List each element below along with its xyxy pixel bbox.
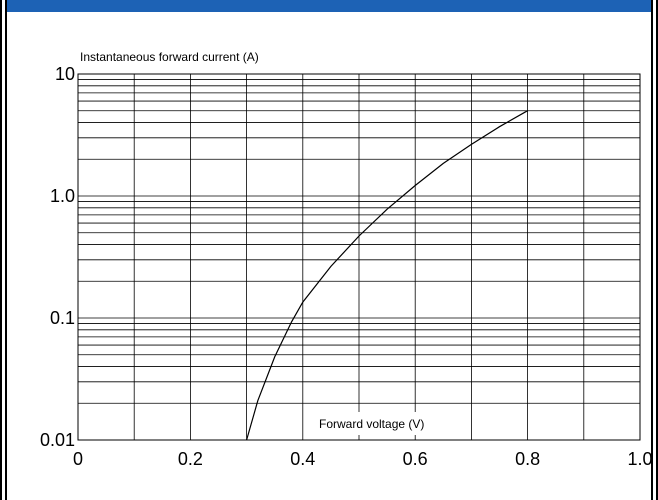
- chart-grid: [78, 74, 640, 440]
- y-tick-label: 0.01: [40, 430, 75, 450]
- x-tick-label: 0.2: [178, 449, 203, 469]
- x-axis-label-background: [313, 412, 469, 435]
- plot-area-border: [77, 73, 641, 441]
- top-color-bar: [0, 0, 658, 12]
- right-frame-border: [651, 0, 658, 500]
- series-line-forward-characteristic: [246, 110, 528, 441]
- x-tick-label: 0.4: [290, 449, 315, 469]
- y-tick-label: 0.1: [50, 308, 75, 328]
- x-tick-label: 0.8: [515, 449, 540, 469]
- y-tick-labels: 10 1.0 0.1 0.01: [40, 64, 75, 450]
- x-tick-label: 0: [73, 449, 83, 469]
- y-axis-label: Instantaneous forward current (A): [80, 50, 259, 64]
- left-frame-border: [0, 0, 7, 500]
- x-tick-label: 1.0: [627, 449, 652, 469]
- x-axis-label: Forward voltage (V): [319, 417, 424, 431]
- y-tick-label: 1.0: [50, 186, 75, 206]
- y-tick-label: 10: [55, 64, 75, 84]
- x-tick-labels: 0 0.2 0.4 0.6 0.8 1.0: [73, 449, 653, 469]
- x-tick-label: 0.6: [403, 449, 428, 469]
